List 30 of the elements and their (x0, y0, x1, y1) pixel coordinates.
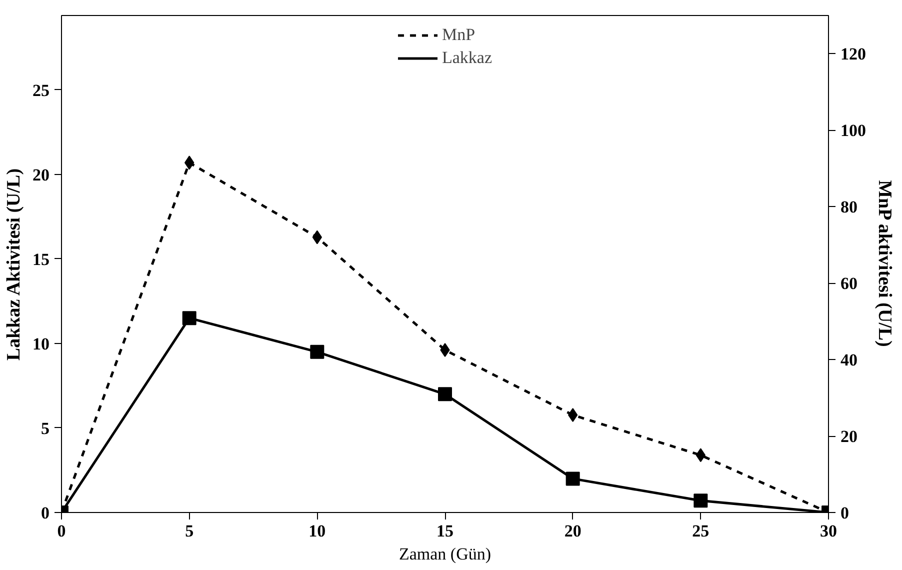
point (182, 311, 196, 326)
x-tick-label: 25 (692, 522, 710, 540)
y-tick-label: 15 (32, 250, 50, 269)
x-tick-label: 10 (308, 522, 326, 540)
x-tick-label: 30 (820, 522, 837, 540)
point (438, 387, 452, 402)
legend-label: Lakkaz (442, 48, 492, 68)
y-tick-label: 10 (32, 334, 50, 354)
x-tick-label: 15 (436, 522, 454, 540)
point (310, 344, 324, 359)
x-tick-label: 0 (57, 522, 66, 540)
y-axis-title: Lakkaz Aktivitesi (U/L) (4, 168, 24, 361)
y2-tick-label: 20 (840, 427, 858, 446)
y2-tick-label: 120 (840, 44, 866, 64)
y2-axis-title: MnP aktivitesi (U/L) (874, 180, 895, 347)
y-tick-label: 0 (41, 504, 50, 522)
y2-tick-label: 60 (840, 274, 858, 294)
y2-tick-label: 0 (840, 504, 849, 522)
x-axis-title: Zaman (Gün) (398, 544, 492, 564)
point (694, 494, 708, 508)
legend-label: MnP (442, 25, 476, 45)
y2-tick-label: 100 (840, 121, 866, 140)
y2-tick-label: 40 (840, 350, 858, 370)
x-tick-label: 5 (185, 522, 194, 540)
y-tick-label: 5 (41, 418, 50, 438)
y-tick-label: 20 (32, 165, 50, 184)
y2-tick-label: 80 (840, 198, 858, 217)
y-tick-label: 25 (32, 80, 50, 100)
point (566, 472, 580, 486)
x-tick-label: 20 (564, 522, 582, 540)
